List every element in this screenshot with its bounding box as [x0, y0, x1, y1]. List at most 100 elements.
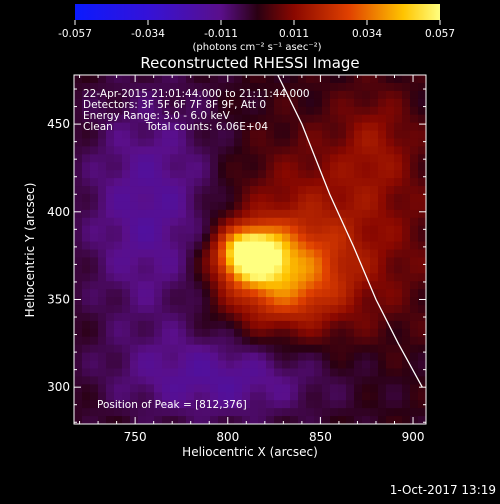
heatmap-cell [82, 201, 91, 211]
heatmap-cell [234, 98, 243, 108]
heatmap-cell [274, 352, 283, 362]
heatmap-cell [98, 328, 107, 338]
heatmap-cell [418, 241, 426, 251]
heatmap-cell [170, 130, 179, 140]
heatmap-cell [202, 265, 211, 274]
heatmap-cell [130, 106, 139, 116]
heatmap-cell [378, 98, 387, 108]
heatmap-cell [282, 384, 291, 393]
heatmap-cell [378, 193, 387, 203]
heatmap-cell [354, 225, 363, 235]
heatmap-cell [162, 257, 171, 266]
heatmap-cell [186, 90, 195, 100]
heatmap-cell [370, 320, 379, 330]
heatmap-cell [250, 225, 259, 235]
heatmap-cell [330, 75, 339, 84]
heatmap-cell [386, 178, 395, 187]
heatmap-cell [410, 297, 419, 306]
heatmap-cell [74, 90, 83, 100]
heatmap-cell [250, 265, 259, 274]
heatmap-cell [282, 257, 291, 266]
heatmap-cell [154, 186, 163, 195]
heatmap-cell [258, 178, 267, 187]
heatmap-cell [226, 98, 235, 108]
heatmap-cell [370, 392, 379, 401]
heatmap-cell [346, 336, 355, 346]
heatmap-cell [114, 360, 123, 370]
heatmap-cell [418, 384, 426, 393]
heatmap-cell [346, 106, 355, 116]
heatmap-cell [170, 209, 179, 219]
heatmap-cell [210, 82, 219, 92]
heatmap-cell [362, 384, 371, 393]
heatmap-cell [130, 352, 139, 362]
heatmap-cell [82, 328, 91, 338]
heatmap-cell [378, 312, 387, 322]
heatmap-cell [98, 384, 107, 393]
heatmap-cell [402, 289, 411, 298]
heatmap-cell [282, 233, 291, 243]
heatmap-cell [138, 368, 147, 378]
heatmap-cell [322, 122, 331, 132]
heatmap-cell [410, 233, 419, 243]
heatmap-cell [378, 376, 387, 385]
heatmap-cell [266, 170, 275, 179]
heatmap-cell [242, 193, 251, 203]
heatmap-cell [138, 281, 147, 290]
heatmap-cell [106, 154, 115, 163]
heatmap-cell [194, 114, 203, 124]
heatmap-cell [418, 305, 426, 314]
heatmap-cell [242, 352, 251, 362]
heatmap-cell [290, 344, 299, 354]
heatmap-cell [130, 146, 139, 155]
heatmap-cell [362, 209, 371, 219]
heatmap-cell [250, 82, 259, 92]
heatmap-cell [290, 170, 299, 179]
heatmap-cell [306, 138, 315, 147]
heatmap-cell [114, 328, 123, 338]
heatmap-cell [202, 392, 211, 401]
heatmap-cell [274, 368, 283, 378]
heatmap-cell [234, 162, 243, 171]
heatmap-cell [90, 368, 99, 378]
heatmap-cell [114, 336, 123, 346]
heatmap-cell [418, 376, 426, 385]
heatmap-cell [226, 225, 235, 235]
heatmap-cell [298, 273, 307, 282]
heatmap-cell [338, 376, 347, 385]
heatmap-cell [290, 178, 299, 187]
heatmap-cell [274, 320, 283, 330]
heatmap-cell [410, 265, 419, 274]
heatmap-cell [314, 209, 323, 219]
heatmap-cell [386, 162, 395, 171]
heatmap-cell [210, 249, 219, 259]
heatmap-cell [378, 233, 387, 243]
heatmap-cell [274, 170, 283, 179]
heatmap-cell [218, 178, 227, 187]
heatmap-cell [338, 98, 347, 108]
heatmap-cell [162, 352, 171, 362]
heatmap-cell [210, 217, 219, 227]
heatmap-cell [202, 233, 211, 243]
heatmap-cell [386, 352, 395, 362]
heatmap-cell [418, 90, 426, 100]
heatmap-cell [274, 249, 283, 259]
heatmap-cell [330, 320, 339, 330]
heatmap-cell [322, 257, 331, 266]
heatmap-cell [266, 130, 275, 140]
heatmap-cell [202, 376, 211, 385]
heatmap-cell [282, 416, 291, 424]
heatmap-cell [146, 257, 155, 266]
heatmap-cell [322, 106, 331, 116]
heatmap-cell [338, 336, 347, 346]
heatmap-cell [362, 257, 371, 266]
heatmap-cell [90, 90, 99, 100]
heatmap-cell [282, 186, 291, 195]
heatmap-cell [82, 360, 91, 370]
heatmap-cell [282, 352, 291, 362]
heatmap-cell [210, 273, 219, 282]
heatmap-cell [370, 146, 379, 155]
heatmap-cell [282, 122, 291, 132]
heatmap-cell [170, 312, 179, 322]
heatmap-cell [402, 138, 411, 147]
